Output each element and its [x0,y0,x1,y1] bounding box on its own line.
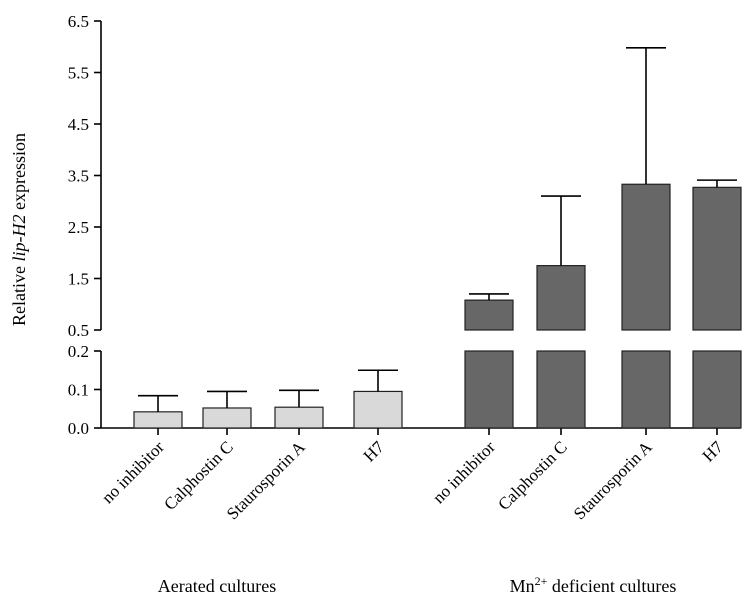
bar [537,351,585,428]
y-tick-label: 1.5 [68,270,89,289]
y-tick-label: 5.5 [68,64,89,83]
y-tick-label: 0.5 [68,321,89,340]
bar [275,407,323,428]
y-axis-label: Relative lip-H2 expression [9,133,29,326]
group-label-part: Mn [510,576,535,596]
group-label-part: 2+ [535,574,548,588]
y-tick-label: 0.1 [68,381,89,400]
y-tick-label: 4.5 [68,115,89,134]
x-tick-label: no inhibitor [98,437,168,507]
bar [465,351,513,428]
bar [693,351,741,428]
bars [134,48,741,428]
bar [134,412,182,428]
x-tick-label: Calphostin C [494,437,571,514]
group-label-part: deficient cultures [547,576,676,596]
bar [465,300,513,330]
y-axis-label-part: Relative [9,262,29,326]
bar [622,351,670,428]
x-tick-label: H7 [360,437,388,465]
group-label-mn-deficient: Mn2+ deficient cultures [510,574,677,596]
bar [622,184,670,330]
x-tick-label: Staurosporin A [570,437,656,523]
x-tick-label: Staurosporin A [223,437,309,523]
bar [537,266,585,330]
x-tick-label: H7 [699,437,727,465]
labels: 0.5 1.5 2.5 3.5 4.5 5.5 6.5 0.0 0.1 0.2 Relative l… [9,12,727,596]
y-axis-label-part: expression [9,133,29,214]
y-tick-label: 3.5 [68,167,89,186]
y-tick-label: 0.2 [68,342,89,361]
y-axis-label-part: lip-H2 [9,215,29,262]
bar [203,408,251,428]
y-tick-label: 0.0 [68,419,89,438]
x-tick-label: no inhibitor [429,437,499,507]
bar [693,187,741,330]
y-tick-label: 6.5 [68,12,89,31]
group-label-aerated: Aerated cultures [158,576,276,596]
y-tick-label: 2.5 [68,218,89,237]
bar [354,391,402,428]
x-tick-label: Calphostin C [160,437,237,514]
